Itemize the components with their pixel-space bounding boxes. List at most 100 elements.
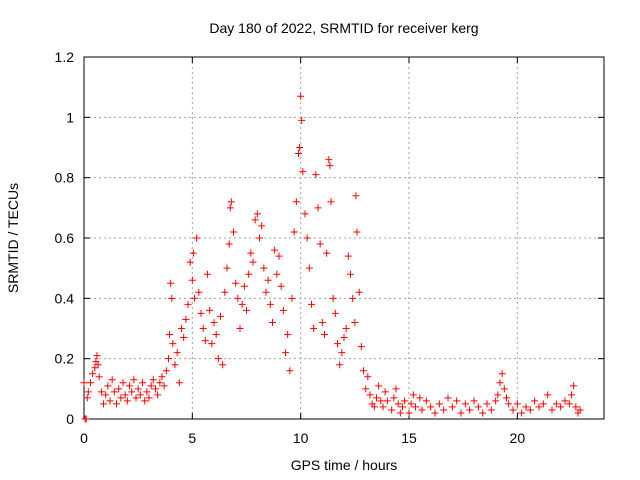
data-point [126,382,133,390]
data-point [113,400,120,408]
data-point [392,385,400,393]
data-point [416,394,424,402]
data-point [479,409,487,417]
data-point [352,192,360,200]
data-point [156,379,164,387]
data-point [355,288,363,296]
data-point [182,315,190,323]
data-point [191,294,198,302]
x-tick-label: 0 [80,430,88,446]
data-point [383,397,391,405]
data-point [149,376,157,384]
data-point [409,391,417,399]
data-point [305,264,313,272]
y-tick-label: 0.4 [55,290,75,306]
data-point [576,406,584,414]
data-point [184,300,192,308]
data-point [247,249,255,257]
data-point [548,406,556,414]
data-point [312,171,320,179]
data-point [457,409,465,417]
data-point [509,406,517,414]
data-point [349,294,357,302]
data-point [466,406,474,414]
data-point [139,379,146,387]
data-point [240,282,248,290]
data-point [474,403,482,411]
data-point [298,116,306,124]
data-point [318,318,326,326]
data-point [505,400,513,408]
data-point [208,340,216,348]
data-point [243,306,250,314]
grid [84,57,604,419]
data-point [117,394,125,402]
data-point [275,252,283,260]
data-point [256,234,263,242]
x-tick-label: 15 [401,430,417,446]
data-point [84,388,92,396]
data-point [557,403,565,411]
data-points [80,92,584,423]
data-point [266,300,274,308]
data-point [381,388,389,396]
data-point [128,388,136,396]
data-point [552,400,560,408]
data-point [331,309,339,317]
data-point [431,409,439,417]
data-point [522,403,530,411]
data-point [106,397,114,405]
data-point [195,288,203,296]
data-point [82,415,90,423]
data-point [154,391,162,399]
data-point [364,373,372,381]
data-point [461,400,469,408]
data-point [494,391,502,399]
data-point [336,361,344,369]
data-point [377,397,385,405]
data-point [210,318,218,326]
data-point [362,385,370,393]
data-point [370,403,378,411]
data-point [440,406,448,414]
data-point [178,325,185,332]
data-point [342,325,350,332]
data-point [249,258,257,266]
x-tick-label: 5 [188,430,196,446]
data-point [123,397,131,405]
data-point [80,379,88,387]
data-point [166,331,174,339]
data-point [269,318,276,326]
ticks: 0 5 10 15 20 0 0.2 0.4 0.6 0.8 1 1.2 [55,49,604,446]
data-point [282,349,289,357]
y-axis-label: SRMTID / TECUs [5,183,21,293]
data-point [544,391,552,399]
data-point [175,379,183,387]
data-point [338,349,346,357]
data-point [219,361,227,369]
data-point [535,403,543,411]
data-point [401,397,409,405]
data-point [234,294,242,302]
y-tick-label: 0 [66,411,74,427]
data-point [264,276,272,284]
data-point [180,334,188,342]
data-point [230,228,237,236]
data-point [236,325,244,332]
data-point [223,264,231,272]
data-point [245,270,253,278]
data-point [258,222,266,230]
data-point [326,162,334,170]
data-point [290,228,298,236]
data-point [277,282,285,290]
data-point [327,198,335,206]
data-point [561,397,569,405]
data-point [394,400,402,408]
data-point [212,331,220,339]
data-point [168,294,176,302]
data-point [483,400,491,408]
data-point [141,397,149,405]
data-point [214,355,222,363]
data-point [572,403,580,411]
data-point [295,150,302,158]
